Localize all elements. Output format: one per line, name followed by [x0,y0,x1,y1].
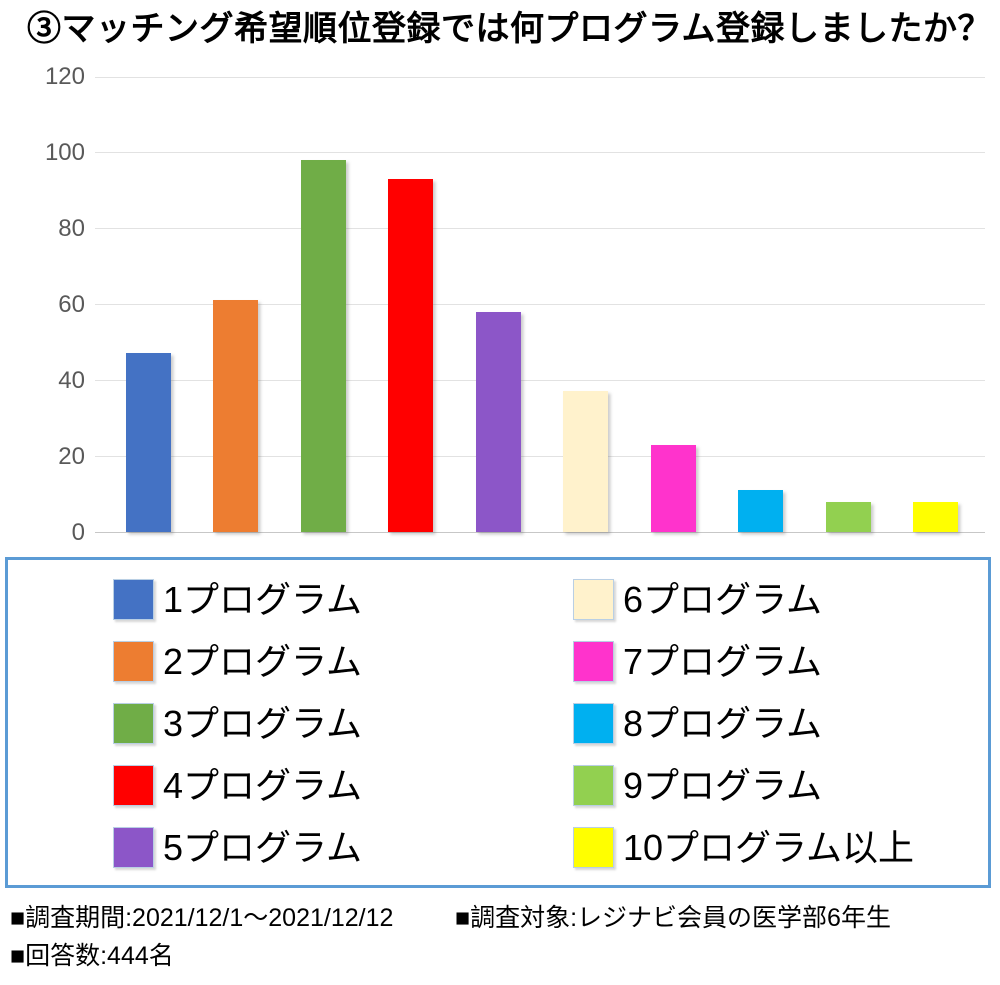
legend-item: 5プログラム [113,827,573,868]
gridline-60 [95,304,985,305]
legend-item: 10プログラム以上 [573,827,988,868]
legend-label: 10プログラム以上 [623,827,914,868]
y-tick-label-100: 100 [44,139,85,166]
bar-7プログラム [650,445,696,532]
y-tick-label-0: 0 [71,519,85,546]
survey-meta: ■調査期間:2021/12/1～2021/12/12 ■調査対象:レジナビ会員の… [10,901,990,973]
legend-swatch [113,765,154,806]
legend-item: 4プログラム [113,765,573,806]
legend-swatch [573,765,614,806]
legend-item: 2プログラム [113,641,573,682]
survey-meta-row1: ■調査期間:2021/12/1～2021/12/12 ■調査対象:レジナビ会員の… [10,901,990,935]
chart-legend: 1プログラム 2プログラム 3プログラム 4プログラム 5プログラム 6プログラム 7プログ… [5,557,991,888]
gridline-120 [95,77,985,78]
y-tick-label-60: 60 [58,291,85,318]
y-tick-label-80: 80 [58,215,85,242]
bar-8プログラム [738,490,783,532]
legend-label: 8プログラム [623,703,822,744]
legend-item: 1プログラム [113,579,573,620]
gridline-40 [95,380,985,381]
legend-label: 6プログラム [623,579,822,620]
x-axis-line [95,532,985,533]
bar-6プログラム [563,391,608,532]
survey-period: ■調査期間:2021/12/1～2021/12/12 [10,904,394,932]
legend-item: 7プログラム [573,641,988,682]
survey-target: ■調査対象:レジナビ会員の医学部6年生 [455,904,891,932]
legend-swatch [573,703,614,744]
legend-swatch [113,827,154,868]
legend-swatch [113,703,154,744]
survey-responses: ■回答数:444名 [10,942,174,970]
plot-area [95,77,985,533]
bar-10プログラム以上 [913,502,958,532]
legend-label: 7プログラム [623,641,822,682]
legend-item: 9プログラム [573,765,988,806]
legend-item: 6プログラム [573,579,988,620]
y-tick-label-40: 40 [58,367,85,394]
legend-swatch [113,641,154,682]
bar-1プログラム [125,353,171,532]
bar-5プログラム [475,312,521,532]
bar-4プログラム [388,179,433,532]
legend-item: 3プログラム [113,703,573,744]
legend-label: 3プログラム [163,703,362,744]
bar-2プログラム [213,300,258,532]
chart-title: ③マッチング希望順位登録では何プログラム登録しましたか？ [27,10,992,48]
legend-label: 2プログラム [163,641,362,682]
legend-swatch [573,827,614,868]
gridline-100 [95,152,985,153]
survey-meta-row2: ■回答数:444名 [10,939,990,973]
legend-swatch [573,641,614,682]
y-tick-label-20: 20 [58,443,85,470]
legend-label: 4プログラム [163,765,362,806]
legend-swatch [113,579,154,620]
legend-label: 5プログラム [163,827,362,868]
legend-swatch [573,579,614,620]
bar-9プログラム [825,502,871,532]
bar-3プログラム [300,160,346,532]
y-tick-label-120: 120 [44,63,85,90]
gridline-80 [95,228,985,229]
legend-label: 9プログラム [623,765,822,806]
gridline-20 [95,456,985,457]
legend-item: 8プログラム [573,703,988,744]
legend-label: 1プログラム [163,579,362,620]
